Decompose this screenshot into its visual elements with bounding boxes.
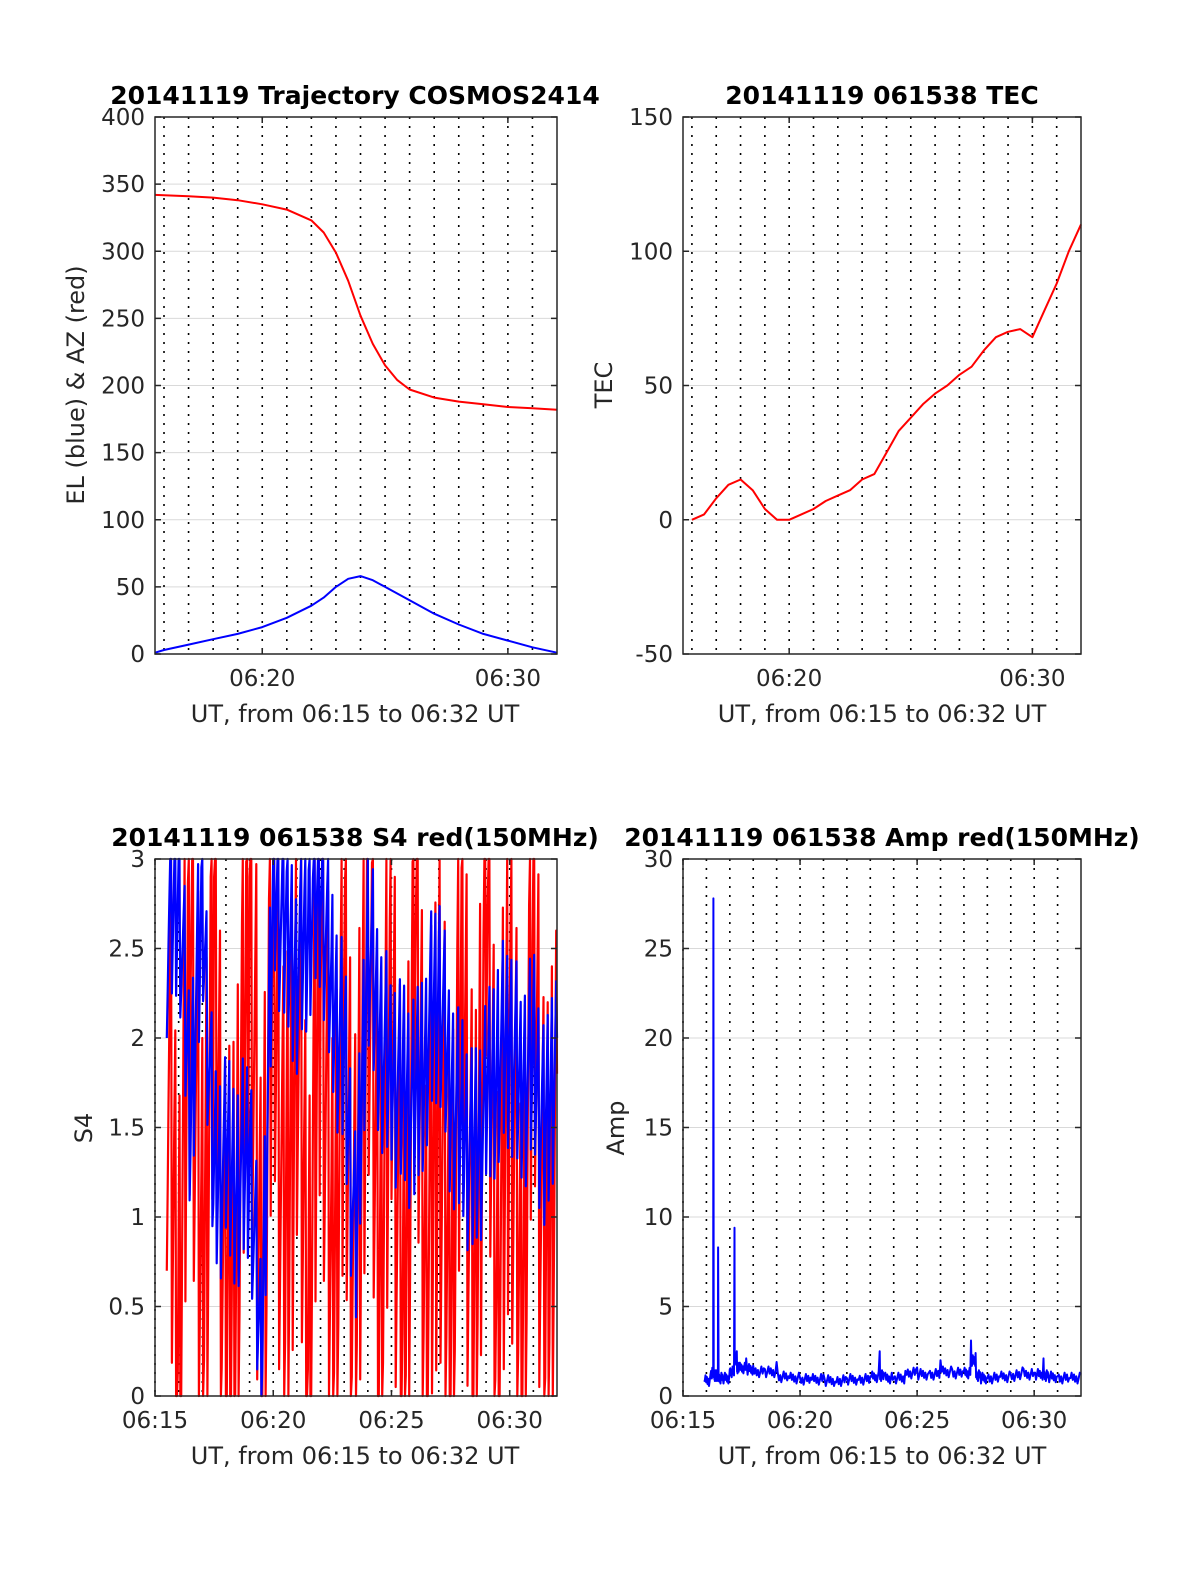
series-line-el [154, 575, 558, 654]
y-tick-label: 0.5 [108, 1295, 145, 1321]
y-tick-label: 5 [658, 1295, 673, 1321]
y-tick-label: 15 [644, 1116, 673, 1142]
y-tick-label: 30 [644, 847, 673, 873]
y-axis-label: S4 [70, 1113, 98, 1144]
x-tick-label: 06:25 [884, 1408, 950, 1434]
plot-area: -50 0 50 100 150 06:20 06:30 [629, 105, 1082, 692]
x-tick-label: 06:25 [358, 1408, 424, 1434]
x-tick-label: 06:20 [229, 666, 295, 692]
y-tick-label: 0 [658, 508, 673, 534]
y-tick-label: 2 [130, 1026, 145, 1052]
y-tick-label: -50 [635, 642, 673, 668]
y-tick-label: 250 [101, 306, 145, 332]
y-tick-label: 2.5 [108, 937, 145, 963]
s4-chart: 20141119 061538 S4 red(150MHz) 0 0.5 1 1.5 2… [70, 823, 599, 1470]
y-tick-label: 100 [629, 239, 673, 265]
y-tick-label: 150 [101, 441, 145, 467]
y-tick-label: 10 [644, 1205, 673, 1231]
y-tick-label: 150 [629, 105, 673, 131]
series-line-amp [703, 897, 1082, 1387]
y-tick-label: 400 [101, 105, 145, 131]
x-axis-label: UT, from 06:15 to 06:32 UT [191, 700, 520, 728]
x-axis-label: UT, from 06:15 to 06:32 UT [191, 1442, 520, 1470]
chart-title: 20141119 061538 S4 red(150MHz) [111, 823, 599, 852]
y-tick-label: 50 [644, 374, 673, 400]
y-tick-label: 350 [101, 172, 145, 198]
x-tick-label: 06:30 [475, 666, 541, 692]
y-axis-label: Amp [602, 1100, 630, 1155]
x-tick-label: 06:20 [240, 1408, 306, 1434]
y-tick-label: 300 [101, 239, 145, 265]
plot-area: 0 0.5 1 1.5 2 2.5 3 06:15 06:20 06:25 06:30 [108, 847, 559, 1434]
y-tick-label: 1 [130, 1205, 145, 1231]
x-tick-label: 06:30 [477, 1408, 543, 1434]
trajectory-chart: 20141119 Trajectory COSMOS2414 0 50 100 150… [62, 81, 600, 728]
x-tick-label: 06:15 [122, 1408, 188, 1434]
amp-chart: 20141119 061538 Amp red(150MHz) 0 5 10 15 20… [602, 823, 1140, 1470]
x-axis-label: UT, from 06:15 to 06:32 UT [718, 700, 1047, 728]
chart-title: 20141119 Trajectory COSMOS2414 [110, 81, 600, 110]
y-tick-label: 3 [130, 847, 145, 873]
y-axis-label: TEC [590, 362, 618, 410]
series-line-s4-blue [165, 857, 559, 1398]
series-line-az [154, 193, 558, 411]
x-tick-label: 06:30 [999, 666, 1065, 692]
y-axis-label: EL (blue) & AZ (red) [62, 265, 90, 504]
x-tick-label: 06:20 [756, 666, 822, 692]
x-tick-label: 06:20 [767, 1408, 833, 1434]
tec-chart: 20141119 061538 TEC -50 0 50 100 150 06:20 06:… [590, 81, 1082, 728]
x-tick-label: 06:30 [1001, 1408, 1067, 1434]
y-tick-label: 20 [644, 1026, 673, 1052]
y-tick-label: 100 [101, 508, 145, 534]
y-tick-label: 25 [644, 937, 673, 963]
chart-title: 20141119 061538 TEC [725, 81, 1038, 110]
x-tick-label: 06:15 [650, 1408, 716, 1434]
y-tick-label: 0 [130, 642, 145, 668]
y-tick-label: 0 [130, 1384, 145, 1410]
plot-area: 0 50 100 150 200 250 300 350 400 06:20 06:30 [101, 105, 558, 692]
plot-area: 0 5 10 15 20 25 30 06:15 06:20 06:25 06:30 [644, 847, 1082, 1434]
series-line-tec [691, 223, 1082, 521]
y-tick-label: 1.5 [108, 1116, 145, 1142]
y-tick-label: 200 [101, 374, 145, 400]
y-tick-label: 0 [658, 1384, 673, 1410]
y-tick-label: 50 [116, 575, 145, 601]
chart-title: 20141119 061538 Amp red(150MHz) [624, 823, 1140, 852]
x-axis-label: UT, from 06:15 to 06:32 UT [718, 1442, 1047, 1470]
